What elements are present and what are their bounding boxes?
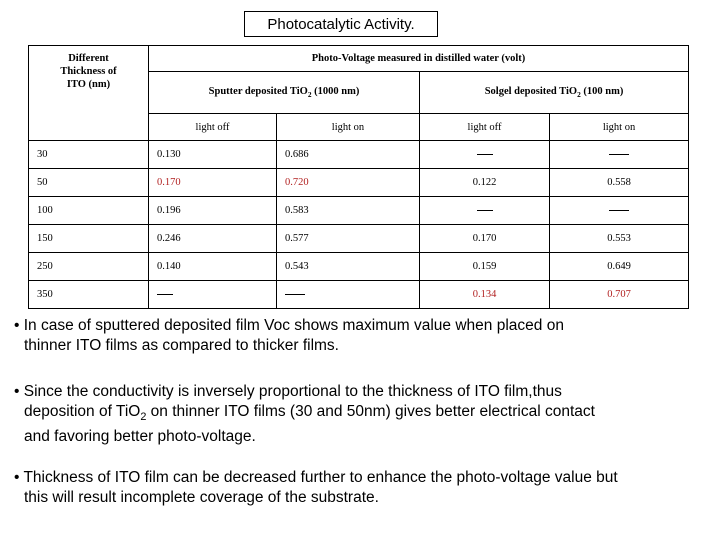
value-cell: 0.553 <box>548 224 690 253</box>
empty-cell <box>548 140 690 169</box>
table-row: 350 0.134 0.707 <box>28 280 690 309</box>
table-row: 30 0.130 0.686 <box>28 140 690 169</box>
bullet-conductivity: • Since the conductivity is inversely pr… <box>14 382 595 447</box>
value-cell: 0.159 <box>419 252 550 281</box>
value-cell-highlight: 0.170 <box>148 168 277 197</box>
thickness-cell: 30 <box>28 140 149 169</box>
bullet-thickness-reduction: • Thickness of ITO film can be decreased… <box>14 468 618 508</box>
value-cell-highlight: 0.134 <box>419 280 550 309</box>
bullet-line: and favoring better photo-voltage. <box>24 428 256 446</box>
col-solgel-light-off: light off <box>419 113 550 141</box>
value-cell: 0.686 <box>276 140 420 169</box>
photovoltage-table: Different Thickness of ITO (nm) Photo-Vo… <box>28 45 690 309</box>
bullet-line: deposition of TiO2 on thinner ITO films … <box>24 403 595 424</box>
empty-cell <box>276 280 420 309</box>
value-cell: 0.583 <box>276 196 420 225</box>
empty-cell <box>419 140 550 169</box>
value-cell-highlight: 0.707 <box>548 280 690 309</box>
col-solgel-light-on: light on <box>548 113 690 141</box>
value-cell: 0.130 <box>148 140 277 169</box>
value-cell: 0.196 <box>148 196 277 225</box>
table-row: 100 0.196 0.583 <box>28 196 690 225</box>
bullet-sputter-observation: • In case of sputtered deposited film Vo… <box>14 316 564 356</box>
col-sputter-light-off: light off <box>148 113 277 141</box>
thickness-cell: 150 <box>28 224 149 253</box>
value-cell: 0.558 <box>548 168 690 197</box>
value-cell: 0.170 <box>419 224 550 253</box>
thickness-cell: 50 <box>28 168 149 197</box>
thickness-cell: 250 <box>28 252 149 281</box>
empty-cell <box>419 196 550 225</box>
value-cell: 0.543 <box>276 252 420 281</box>
photovoltage-header: Photo-Voltage measured in distilled wate… <box>147 45 690 72</box>
solgel-group-header: Solgel deposited TiO2 (100 nm) <box>418 71 690 114</box>
table-row: 50 0.170 0.720 0.122 0.558 <box>28 168 690 197</box>
value-cell: 0.649 <box>548 252 690 281</box>
bullet-line: thinner ITO films as compared to thicker… <box>24 337 339 354</box>
sputter-group-header: Sputter deposited TiO2 (1000 nm) <box>148 71 420 114</box>
value-cell-highlight: 0.720 <box>276 168 420 197</box>
value-cell: 0.246 <box>148 224 277 253</box>
col-sputter-light-on: light on <box>276 113 420 141</box>
thickness-cell: 350 <box>28 280 149 309</box>
thickness-header: Different Thickness of ITO (nm) <box>28 45 149 141</box>
bullet-line: this will result incomplete coverage of … <box>24 489 379 506</box>
thickness-cell: 100 <box>28 196 149 225</box>
slide-title: Photocatalytic Activity. <box>244 11 438 37</box>
bullet-line: • In case of sputtered deposited film Vo… <box>14 317 564 334</box>
value-cell: 0.577 <box>276 224 420 253</box>
empty-cell <box>548 196 690 225</box>
bullet-line: • Thickness of ITO film can be decreased… <box>14 469 618 486</box>
value-cell: 0.122 <box>419 168 550 197</box>
table-row: 250 0.140 0.543 0.159 0.649 <box>28 252 690 281</box>
empty-cell <box>148 280 277 309</box>
table-row: 150 0.246 0.577 0.170 0.553 <box>28 224 690 253</box>
value-cell: 0.140 <box>148 252 277 281</box>
bullet-line: • Since the conductivity is inversely pr… <box>14 383 562 400</box>
